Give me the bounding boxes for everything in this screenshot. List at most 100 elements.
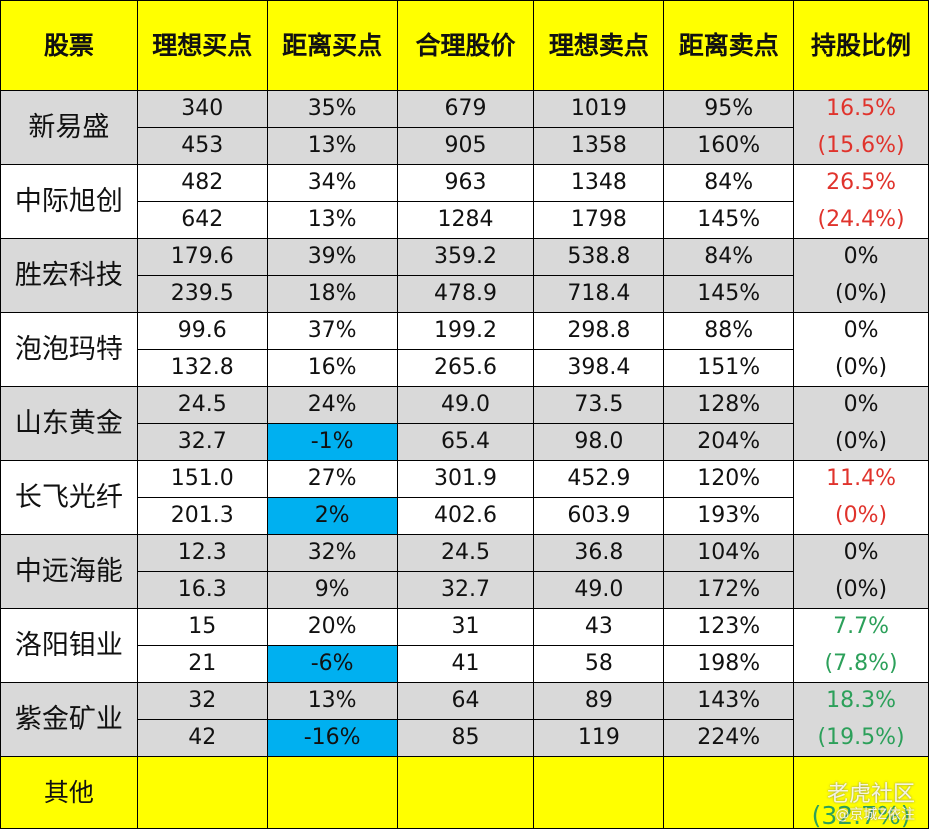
cell-distance-buy: 37% bbox=[266, 312, 398, 350]
header-distance-sell: 距离卖点 bbox=[663, 0, 795, 91]
cell-ideal-sell: 89 bbox=[533, 682, 665, 720]
cell-ideal-buy: 16.3 bbox=[136, 571, 268, 609]
table-row: 642 13% 1284 1798 145% (24.4%) bbox=[1, 201, 929, 239]
cell-distance-buy: 2% bbox=[266, 497, 398, 535]
cell-ideal-sell: 36.8 bbox=[533, 534, 665, 572]
cell-ideal-buy: 179.6 bbox=[136, 238, 268, 276]
stock-name: 长飞光纤 bbox=[0, 460, 138, 535]
cell-holding-ratio: (7.8%) bbox=[793, 645, 929, 683]
cell-holding-ratio: (24.4%) bbox=[793, 201, 929, 239]
cell-ideal-buy: 15 bbox=[136, 608, 268, 646]
cell-ideal-sell: 49.0 bbox=[533, 571, 665, 609]
stock-name: 山东黄金 bbox=[0, 386, 138, 461]
cell-holding-ratio: (0%) bbox=[793, 497, 929, 535]
cell-ideal-sell: 1019 bbox=[533, 90, 665, 128]
cell-distance-sell: 128% bbox=[663, 386, 795, 424]
cell-holding-ratio: (0%) bbox=[793, 571, 929, 609]
cell-ideal-sell: 1798 bbox=[533, 201, 665, 239]
cell-holding-ratio: 0% bbox=[793, 386, 929, 424]
cell-holding-ratio: 26.5% bbox=[793, 164, 929, 202]
header-distance-buy: 距离买点 bbox=[266, 0, 398, 91]
cell-fair-price: 905 bbox=[396, 127, 535, 165]
cell-fair-price: 963 bbox=[396, 164, 535, 202]
cell-ideal-buy: 32.7 bbox=[136, 423, 268, 461]
cell-distance-sell: 123% bbox=[663, 608, 795, 646]
table-row: 中远海能 12.3 32% 24.5 36.8 104% 0% bbox=[0, 534, 929, 609]
cell-distance-buy: 13% bbox=[266, 127, 398, 165]
table-row: 21 -6% 41 58 198% (7.8%) bbox=[1, 645, 929, 683]
table-row: 32.7 -1% 65.4 98.0 204% (0%) bbox=[1, 423, 929, 461]
cell-ideal-sell: 452.9 bbox=[533, 460, 665, 498]
cell-fair-price: 64 bbox=[396, 682, 535, 720]
cell-fair-price: 41 bbox=[396, 645, 535, 683]
cell-distance-buy: -16% bbox=[266, 719, 398, 757]
cell-distance-sell: 84% bbox=[663, 164, 795, 202]
footer-empty-cell bbox=[663, 756, 795, 829]
cell-fair-price: 301.9 bbox=[396, 460, 535, 498]
cell-distance-sell: 160% bbox=[663, 127, 795, 165]
footer-row: 其他 (32.7%) bbox=[0, 756, 929, 829]
table-row: 山东黄金 24.5 24% 49.0 73.5 128% 0% bbox=[0, 386, 929, 461]
cell-holding-ratio: 18.3% bbox=[793, 682, 929, 720]
cell-ideal-buy: 99.6 bbox=[136, 312, 268, 350]
cell-ideal-sell: 298.8 bbox=[533, 312, 665, 350]
cell-distance-buy: 24% bbox=[266, 386, 398, 424]
header-holding-ratio: 持股比例 bbox=[793, 0, 929, 91]
footer-empty-cell bbox=[533, 756, 665, 829]
cell-ideal-buy: 12.3 bbox=[136, 534, 268, 572]
cell-holding-ratio: 0% bbox=[793, 534, 929, 572]
table-row: 42 -16% 85 119 224% (19.5%) bbox=[1, 719, 929, 757]
cell-distance-sell: 224% bbox=[663, 719, 795, 757]
cell-ideal-buy: 42 bbox=[136, 719, 268, 757]
cell-distance-buy: 13% bbox=[266, 201, 398, 239]
cell-ideal-buy: 642 bbox=[136, 201, 268, 239]
cell-holding-ratio: (0%) bbox=[793, 423, 929, 461]
cell-distance-buy: 13% bbox=[266, 682, 398, 720]
stock-name: 胜宏科技 bbox=[0, 238, 138, 313]
cell-ideal-buy: 151.0 bbox=[136, 460, 268, 498]
watermark: 老虎社区 @京城Z依注 bbox=[827, 783, 915, 823]
cell-distance-buy: 16% bbox=[266, 349, 398, 387]
cell-distance-sell: 104% bbox=[663, 534, 795, 572]
cell-distance-sell: 143% bbox=[663, 682, 795, 720]
watermark-handle: @京城Z依注 bbox=[835, 806, 915, 823]
cell-distance-buy: 20% bbox=[266, 608, 398, 646]
cell-distance-sell: 204% bbox=[663, 423, 795, 461]
cell-fair-price: 49.0 bbox=[396, 386, 535, 424]
cell-holding-ratio: 11.4% bbox=[793, 460, 929, 498]
cell-ideal-buy: 201.3 bbox=[136, 497, 268, 535]
cell-fair-price: 199.2 bbox=[396, 312, 535, 350]
footer-holding: (32.7%) bbox=[793, 756, 929, 829]
cell-fair-price: 265.6 bbox=[396, 349, 535, 387]
header-fair-price: 合理股价 bbox=[396, 0, 535, 91]
cell-ideal-sell: 603.9 bbox=[533, 497, 665, 535]
cell-distance-buy: 18% bbox=[266, 275, 398, 313]
cell-ideal-buy: 453 bbox=[136, 127, 268, 165]
table-row: 16.3 9% 32.7 49.0 172% (0%) bbox=[1, 571, 929, 609]
cell-holding-ratio: 0% bbox=[793, 238, 929, 276]
cell-distance-sell: 151% bbox=[663, 349, 795, 387]
cell-distance-sell: 88% bbox=[663, 312, 795, 350]
cell-fair-price: 402.6 bbox=[396, 497, 535, 535]
cell-distance-sell: 145% bbox=[663, 275, 795, 313]
cell-ideal-sell: 43 bbox=[533, 608, 665, 646]
cell-ideal-buy: 32 bbox=[136, 682, 268, 720]
cell-fair-price: 478.9 bbox=[396, 275, 535, 313]
cell-ideal-buy: 21 bbox=[136, 645, 268, 683]
cell-distance-buy: 39% bbox=[266, 238, 398, 276]
cell-fair-price: 679 bbox=[396, 90, 535, 128]
cell-ideal-sell: 718.4 bbox=[533, 275, 665, 313]
cell-fair-price: 85 bbox=[396, 719, 535, 757]
cell-distance-buy: 34% bbox=[266, 164, 398, 202]
stock-name: 中远海能 bbox=[0, 534, 138, 609]
footer-empty-cell bbox=[266, 756, 398, 829]
cell-holding-ratio: 7.7% bbox=[793, 608, 929, 646]
table-row: 132.8 16% 265.6 398.4 151% (0%) bbox=[1, 349, 929, 387]
cell-ideal-sell: 119 bbox=[533, 719, 665, 757]
cell-holding-ratio: (19.5%) bbox=[793, 719, 929, 757]
header-ideal-sell: 理想卖点 bbox=[533, 0, 665, 91]
cell-distance-buy: -6% bbox=[266, 645, 398, 683]
cell-ideal-buy: 340 bbox=[136, 90, 268, 128]
cell-ideal-sell: 98.0 bbox=[533, 423, 665, 461]
